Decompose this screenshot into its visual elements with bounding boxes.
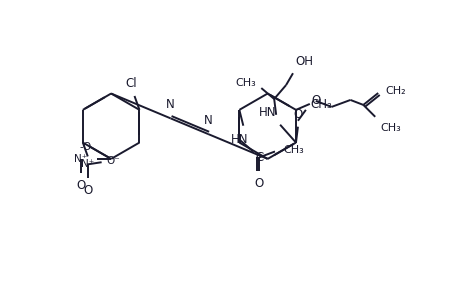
Text: CH₂: CH₂ xyxy=(384,86,405,96)
Text: -O: -O xyxy=(79,142,91,152)
Text: CH₃: CH₃ xyxy=(235,78,256,88)
Text: HN: HN xyxy=(258,106,275,119)
Text: N⁺: N⁺ xyxy=(74,154,87,164)
Text: O: O xyxy=(254,177,263,190)
Text: O: O xyxy=(311,94,320,107)
Text: CH₃: CH₃ xyxy=(310,98,332,111)
Text: C: C xyxy=(255,151,263,164)
Text: CH₃: CH₃ xyxy=(282,145,303,155)
Text: Cl: Cl xyxy=(125,77,137,90)
Text: O⁻: O⁻ xyxy=(106,156,120,166)
Text: OH: OH xyxy=(294,55,313,68)
Text: O: O xyxy=(293,108,302,121)
Text: O: O xyxy=(83,184,92,197)
Text: HN: HN xyxy=(230,133,248,146)
Text: O: O xyxy=(77,179,86,192)
Text: N⁺: N⁺ xyxy=(81,159,94,169)
Text: N: N xyxy=(166,99,175,111)
Text: CH₃: CH₃ xyxy=(379,123,400,133)
Text: N: N xyxy=(203,114,212,127)
